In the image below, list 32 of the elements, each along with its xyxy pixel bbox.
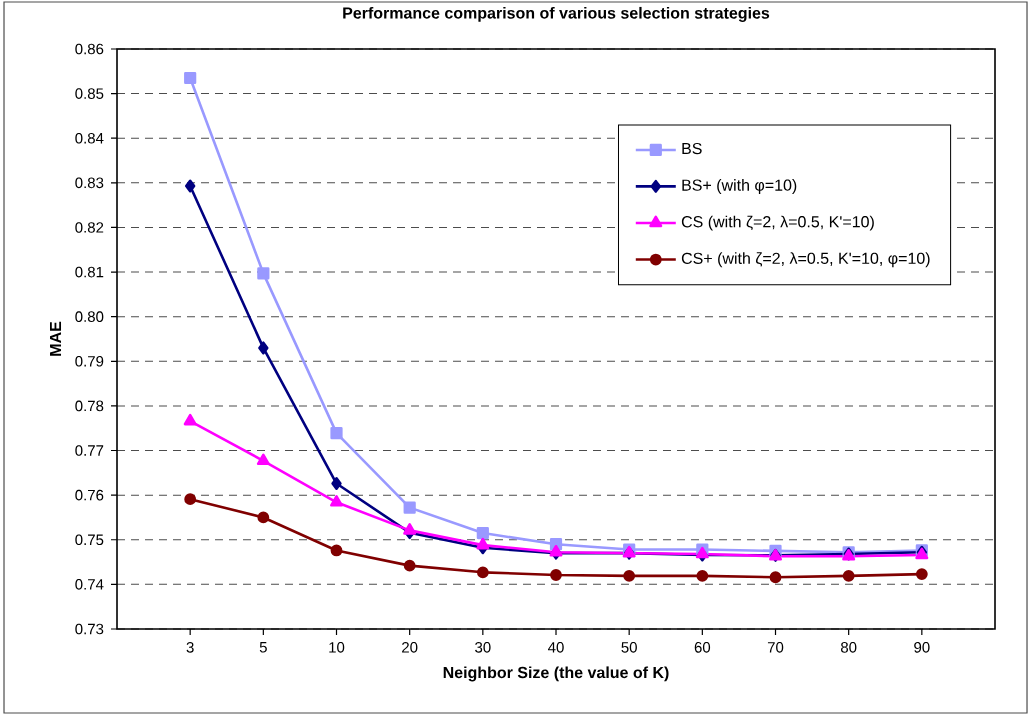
y-tick-label: 0.85: [75, 88, 104, 99]
x-tick-label: 3: [186, 642, 194, 653]
x-tick-label: 50: [621, 642, 637, 653]
y-tick-label: 0.73: [75, 623, 104, 635]
y-tick-label: 0.75: [75, 534, 104, 546]
x-tick-label: 5: [259, 642, 267, 653]
y-tick-label: 0.83: [75, 177, 104, 189]
y-axis-title: MAE: [50, 321, 62, 356]
x-tick-label: 70: [767, 642, 784, 653]
x-tick-label: 10: [329, 642, 345, 653]
chart-title: Performance comparison of various selection strategies: [343, 6, 770, 22]
y-tick-label: 0.78: [75, 400, 104, 412]
y-tick-label: 0.86: [75, 43, 104, 55]
x-tick-label: 60: [694, 642, 711, 653]
y-tick-label: 0.76: [75, 489, 104, 501]
y-tick-label: 0.82: [75, 222, 104, 233]
legend-label: CS (with ζ=2, λ=0.5, K'=10): [681, 215, 874, 231]
x-tick-label: 20: [402, 642, 418, 653]
x-tick-label: 90: [914, 642, 930, 653]
y-tick-label: 0.81: [75, 266, 104, 278]
legend-label: BS: [682, 142, 702, 155]
x-tick-label: 30: [475, 642, 491, 653]
legend-label: CS+ (with ζ=2, λ=0.5, K'=10, φ=10): [681, 252, 930, 268]
y-tick-label: 0.79: [75, 355, 104, 367]
y-tick-label: 0.77: [75, 445, 104, 456]
legend-label: BS+ (with φ=10): [682, 179, 797, 194]
x-axis-title: Neighbor Size (the value of K): [443, 666, 669, 682]
y-tick-label: 0.80: [75, 311, 104, 322]
x-tick-label: 80: [840, 642, 857, 653]
x-tick-label: 40: [548, 642, 564, 653]
y-tick-label: 0.74: [75, 579, 104, 590]
y-tick-label: 0.84: [75, 132, 104, 144]
